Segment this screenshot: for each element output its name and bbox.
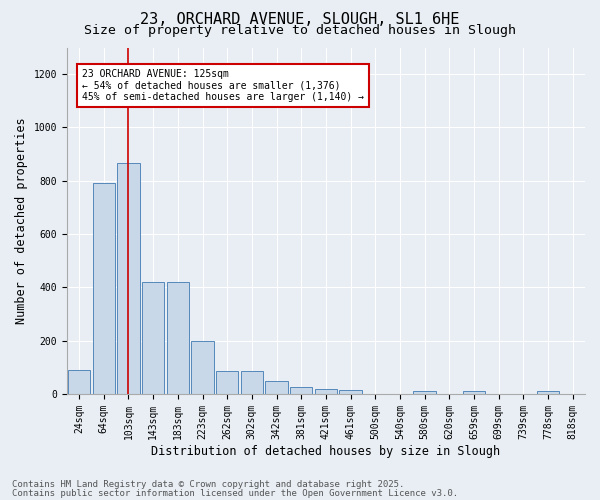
Text: Contains public sector information licensed under the Open Government Licence v3: Contains public sector information licen…: [12, 489, 458, 498]
Bar: [142, 282, 164, 394]
Bar: [340, 390, 362, 394]
Bar: [68, 370, 90, 394]
Text: Contains HM Land Registry data © Crown copyright and database right 2025.: Contains HM Land Registry data © Crown c…: [12, 480, 404, 489]
Bar: [315, 388, 337, 394]
Text: 23, ORCHARD AVENUE, SLOUGH, SL1 6HE: 23, ORCHARD AVENUE, SLOUGH, SL1 6HE: [140, 12, 460, 28]
X-axis label: Distribution of detached houses by size in Slough: Distribution of detached houses by size …: [151, 444, 500, 458]
Bar: [290, 388, 313, 394]
Bar: [216, 372, 238, 394]
Bar: [413, 392, 436, 394]
Text: 23 ORCHARD AVENUE: 125sqm
← 54% of detached houses are smaller (1,376)
45% of se: 23 ORCHARD AVENUE: 125sqm ← 54% of detac…: [82, 69, 364, 102]
Bar: [265, 380, 287, 394]
Bar: [92, 184, 115, 394]
Y-axis label: Number of detached properties: Number of detached properties: [15, 118, 28, 324]
Text: Size of property relative to detached houses in Slough: Size of property relative to detached ho…: [84, 24, 516, 37]
Bar: [241, 372, 263, 394]
Bar: [191, 340, 214, 394]
Bar: [537, 392, 559, 394]
Bar: [463, 392, 485, 394]
Bar: [118, 164, 140, 394]
Bar: [167, 282, 189, 394]
